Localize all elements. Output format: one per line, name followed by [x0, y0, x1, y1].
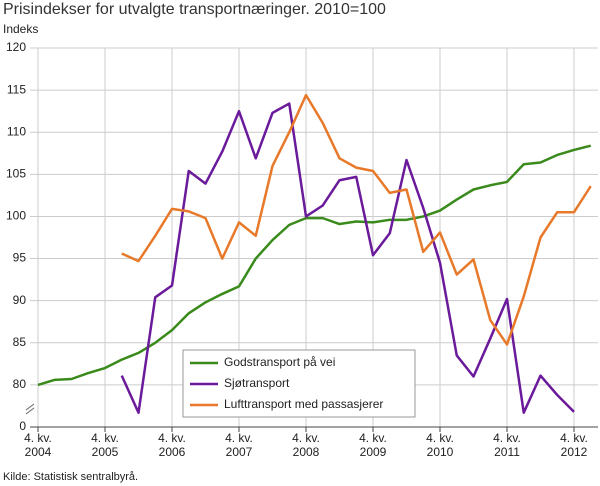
x-tick-label: 4. kv. 2006 [158, 431, 186, 459]
y-tick-label: 105 [6, 167, 26, 181]
legend-label: Godstransport på vei [224, 355, 335, 369]
x-tick-label: 4. kv. 2012 [560, 431, 588, 459]
y-tick-label: 110 [7, 124, 26, 138]
y-tick-label: 120 [6, 40, 26, 54]
y-tick-label: 115 [7, 82, 26, 96]
x-tick-label: 4. kv. 2007 [225, 431, 253, 459]
y-axis-title: Indeks [3, 22, 38, 36]
x-tick-label: 4. kv. 2004 [24, 431, 52, 459]
chart-title: Prisindekser for utvalgte transportnærin… [3, 1, 386, 18]
x-tick-label: 4. kv. 2005 [91, 431, 119, 459]
legend-label: Lufttransport med passasjerer [224, 397, 383, 411]
series-line [121, 93, 592, 346]
series-line [120, 102, 575, 414]
legend-label: Sjøtransport [224, 376, 290, 390]
axis-break [25, 407, 35, 415]
y-tick-label: 95 [13, 251, 27, 265]
source: Kilde: Statistisk sentralbyrå. [3, 471, 138, 483]
x-tick-label: 4. kv. 2008 [292, 431, 320, 459]
y-tick-label: 85 [13, 335, 27, 349]
x-tick-label: 4. kv. 2011 [493, 431, 521, 459]
x-tick-label: 4. kv. 2010 [426, 431, 454, 459]
axis-break [25, 403, 35, 411]
x-tick-label: 4. kv. 2009 [359, 431, 387, 459]
y-tick-label: 90 [13, 293, 27, 307]
series-line [37, 144, 592, 387]
y-tick-label: 100 [6, 209, 26, 223]
y-tick-label: 0 [19, 419, 26, 433]
y-tick-label: 80 [13, 377, 27, 391]
legend-box [182, 349, 416, 418]
